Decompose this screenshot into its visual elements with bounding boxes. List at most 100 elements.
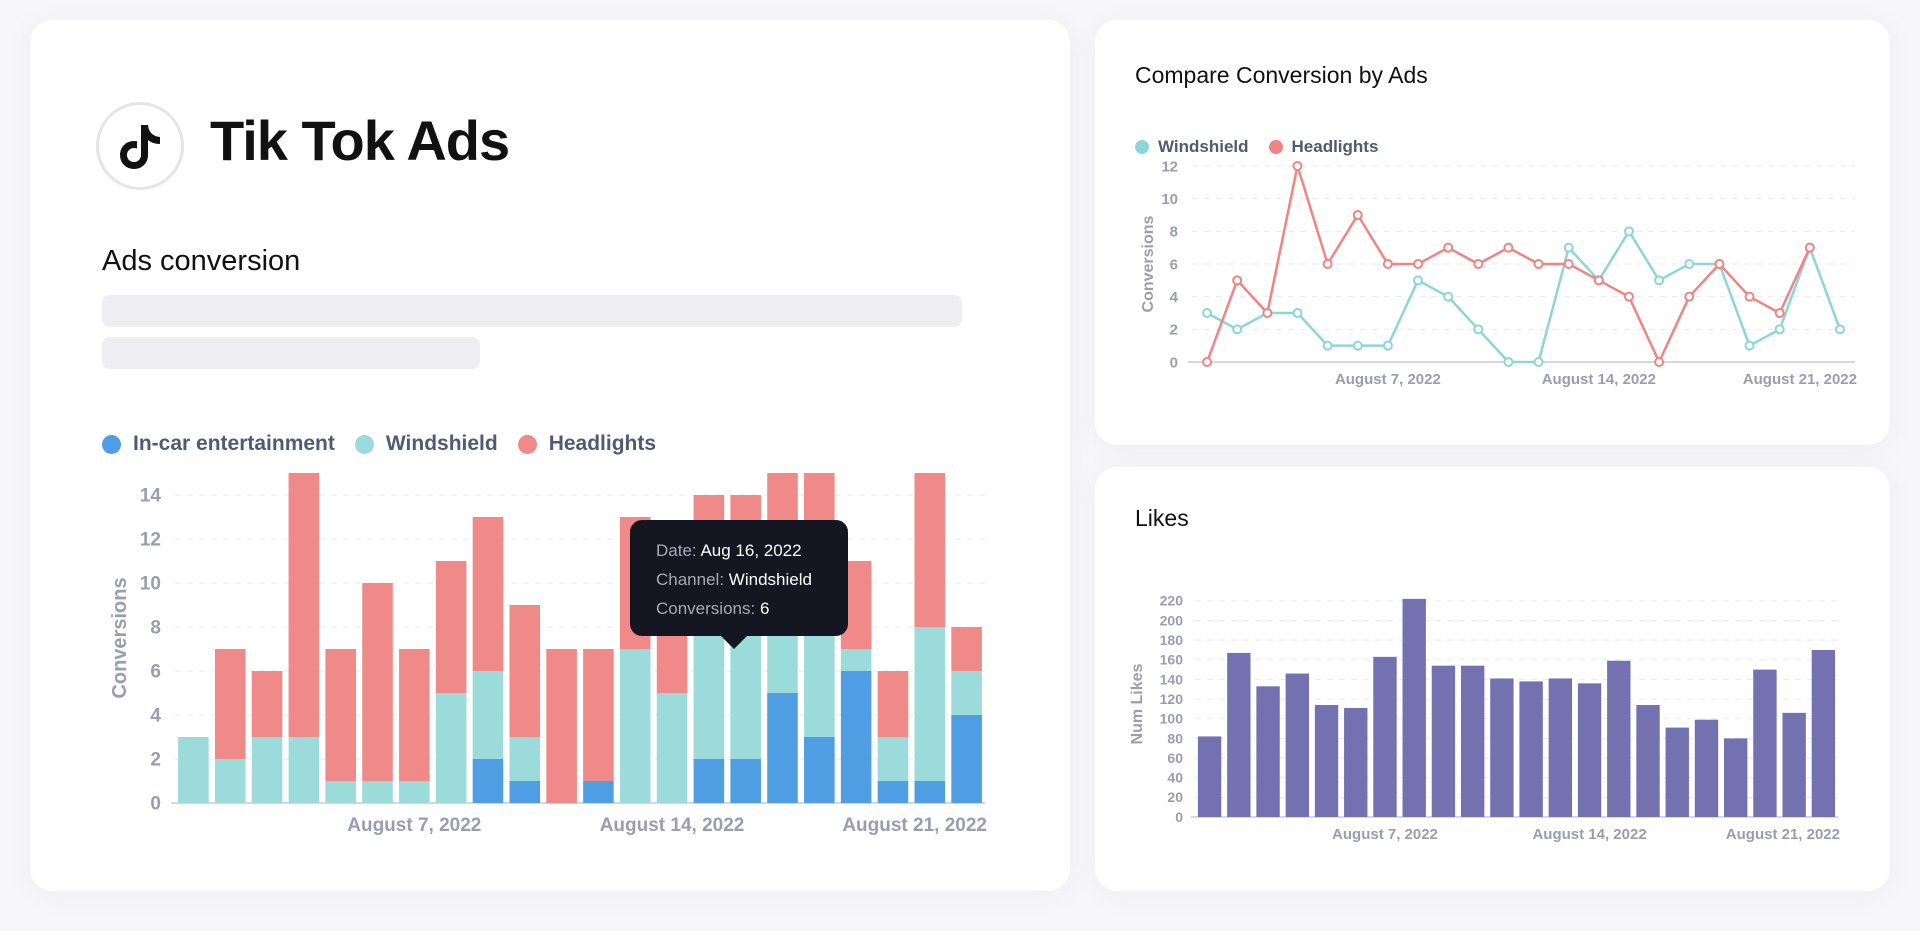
legend-dot <box>1268 140 1283 154</box>
data-point <box>1443 291 1454 302</box>
data-point <box>1503 242 1514 253</box>
y-tick-label: 180 <box>1160 632 1184 648</box>
data-point <box>1292 161 1303 171</box>
likes-bar <box>1548 678 1573 817</box>
legend-dot <box>1135 140 1149 154</box>
bar-segment <box>951 627 982 671</box>
y-tick-label: 60 <box>1167 750 1183 766</box>
card-title: Likes <box>1135 505 1189 531</box>
likes-bar <box>1256 686 1280 817</box>
chart-legend: Windshield Headlights <box>1135 137 1398 157</box>
bar-segment <box>619 649 651 803</box>
data-point <box>1202 357 1213 367</box>
compare-conversion-card: Compare Conversion by Ads Windshield Hea… <box>1095 20 1890 445</box>
y-tick-label: 200 <box>1160 612 1184 628</box>
bar-segment <box>877 737 909 781</box>
y-tick-label: 20 <box>1167 789 1183 805</box>
line-chart: 0 2 4 6 8 10 12 August 7, 2022 August 14, 2022 Au… <box>1140 158 1857 388</box>
legend-item-headlights[interactable]: Headlights <box>1268 137 1378 157</box>
legend-item-in-car[interactable]: In-car entertainment <box>102 432 335 456</box>
tooltip-conv-value: 6 <box>759 599 770 618</box>
bar-segment <box>914 781 946 803</box>
legend-dot <box>102 434 121 454</box>
bar-segment <box>288 737 320 803</box>
bar-segment <box>840 649 872 671</box>
y-tick-label: 12 <box>1161 158 1178 175</box>
legend-item-windshield[interactable]: Windshield <box>354 432 498 456</box>
bar-segment <box>435 561 467 693</box>
bar-segment <box>362 583 393 781</box>
section-title: Ads conversion <box>102 245 301 277</box>
app-title: Tik Tok Ads <box>210 109 510 172</box>
chart-legend: In-car entertainment Windshield Headligh… <box>102 432 676 456</box>
y-tick-label: 2 <box>1170 322 1178 339</box>
likes-bar <box>1577 683 1602 817</box>
legend-label: Windshield <box>1158 137 1249 156</box>
bar-segment <box>362 781 393 803</box>
likes-bar <box>1490 678 1514 817</box>
y-tick-label: 220 <box>1160 593 1184 609</box>
legend-item-windshield[interactable]: Windshield <box>1135 137 1249 157</box>
bar-segment <box>804 627 835 737</box>
data-point <box>1413 275 1424 286</box>
data-point <box>1744 340 1755 351</box>
data-point <box>1232 324 1243 335</box>
x-tick-label: August 21, 2022 <box>1726 826 1840 843</box>
bar-segment <box>804 737 835 803</box>
tooltip-channel-value: Windshield <box>728 570 812 589</box>
chart-tooltip: Date: Aug 16, 2022 Channel: Windshield C… <box>630 520 848 636</box>
likes-bar <box>1460 665 1485 817</box>
x-tick-label: August 14, 2022 <box>1542 371 1656 388</box>
tooltip-arrow <box>720 635 748 649</box>
likes-bar <box>1607 660 1631 817</box>
y-tick-label: 6 <box>150 662 161 683</box>
likes-bar <box>1636 704 1660 817</box>
x-tick-label: August 14, 2022 <box>600 815 745 836</box>
y-tick-label: 10 <box>1161 191 1178 208</box>
legend-item-headlights[interactable]: Headlights <box>517 432 656 456</box>
tooltip-channel-key: Channel: <box>656 570 725 589</box>
data-point <box>1623 291 1634 302</box>
data-point <box>1503 357 1514 367</box>
likes-bar <box>1344 707 1368 817</box>
bar-segment <box>951 671 982 715</box>
data-point <box>1563 242 1574 253</box>
legend-dot <box>354 434 374 454</box>
y-tick-label: 0 <box>150 794 161 815</box>
bar-segment <box>399 649 430 781</box>
tiktok-logo-icon <box>120 125 160 169</box>
bar-segment <box>656 627 688 693</box>
tooltip-conv-key: Conversions: <box>656 599 756 618</box>
likes-bar <box>1314 704 1339 817</box>
likes-bar <box>1724 738 1748 817</box>
data-point <box>1654 275 1665 286</box>
bar-segment <box>325 649 356 781</box>
bar-segment <box>472 671 504 759</box>
ads-conversion-card: Tik Tok Ads Ads conversion In-car entert… <box>30 20 1070 891</box>
bar-segment <box>583 781 614 803</box>
x-tick-label: August 7, 2022 <box>1332 826 1438 843</box>
bar-segment <box>767 693 798 803</box>
tooltip-date-key: Date: <box>656 541 697 560</box>
data-point <box>1654 357 1665 367</box>
bar-segment <box>288 473 320 737</box>
y-tick-label: 2 <box>150 750 161 771</box>
bar-segment <box>730 759 761 803</box>
data-point <box>1382 340 1393 351</box>
data-point <box>1533 357 1544 367</box>
bar-segment <box>509 737 541 781</box>
bar-segment <box>546 649 577 803</box>
bar-segment <box>840 671 872 803</box>
likes-bar <box>1753 669 1777 817</box>
x-tick-label: August 21, 2022 <box>1743 371 1857 388</box>
data-point <box>1563 259 1574 269</box>
data-point <box>1473 259 1484 269</box>
bar-segment <box>178 737 209 803</box>
bar-segment <box>951 715 982 803</box>
y-tick-label: 12 <box>140 530 161 551</box>
data-point <box>1804 242 1815 253</box>
y-tick-label: 0 <box>1175 809 1183 825</box>
bar-segment <box>914 473 946 627</box>
data-point <box>1774 324 1785 335</box>
data-point <box>1774 308 1785 318</box>
